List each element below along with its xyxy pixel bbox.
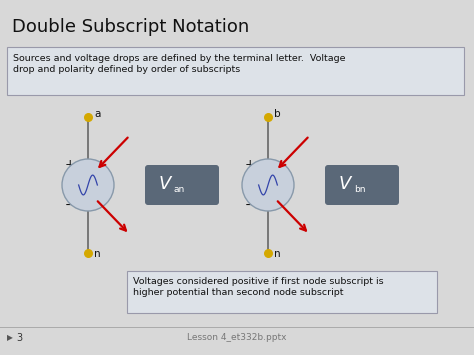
Text: drop and polarity defined by order of subscripts: drop and polarity defined by order of su… <box>13 65 240 74</box>
Circle shape <box>242 159 294 211</box>
Text: Lesson 4_et332b.pptx: Lesson 4_et332b.pptx <box>187 333 287 343</box>
Text: a: a <box>94 109 100 119</box>
Text: an: an <box>174 186 185 195</box>
Text: +: + <box>245 158 255 171</box>
Point <box>264 250 272 256</box>
Point <box>84 250 92 256</box>
FancyBboxPatch shape <box>325 165 399 205</box>
Text: Double Subscript Notation: Double Subscript Notation <box>12 18 249 36</box>
Text: bn: bn <box>354 186 365 195</box>
FancyBboxPatch shape <box>145 165 219 205</box>
Circle shape <box>62 159 114 211</box>
Text: −: − <box>245 198 255 212</box>
Point <box>84 114 92 120</box>
Point <box>264 114 272 120</box>
Text: 3: 3 <box>16 333 22 343</box>
Text: $\mathit{V}$: $\mathit{V}$ <box>338 175 354 193</box>
Text: Sources and voltage drops are defined by the terminal letter.  Voltage: Sources and voltage drops are defined by… <box>13 54 346 63</box>
Text: n: n <box>94 249 100 259</box>
Text: ▶: ▶ <box>7 333 13 343</box>
Text: Voltages considered positive if first node subscript is: Voltages considered positive if first no… <box>133 277 383 286</box>
Text: +: + <box>64 158 75 171</box>
FancyBboxPatch shape <box>127 271 437 313</box>
Text: n: n <box>274 249 281 259</box>
Text: higher potential than second node subscript: higher potential than second node subscr… <box>133 288 344 297</box>
FancyBboxPatch shape <box>7 47 464 95</box>
Text: b: b <box>274 109 281 119</box>
Text: −: − <box>65 198 75 212</box>
Text: $\mathit{V}$: $\mathit{V}$ <box>158 175 173 193</box>
